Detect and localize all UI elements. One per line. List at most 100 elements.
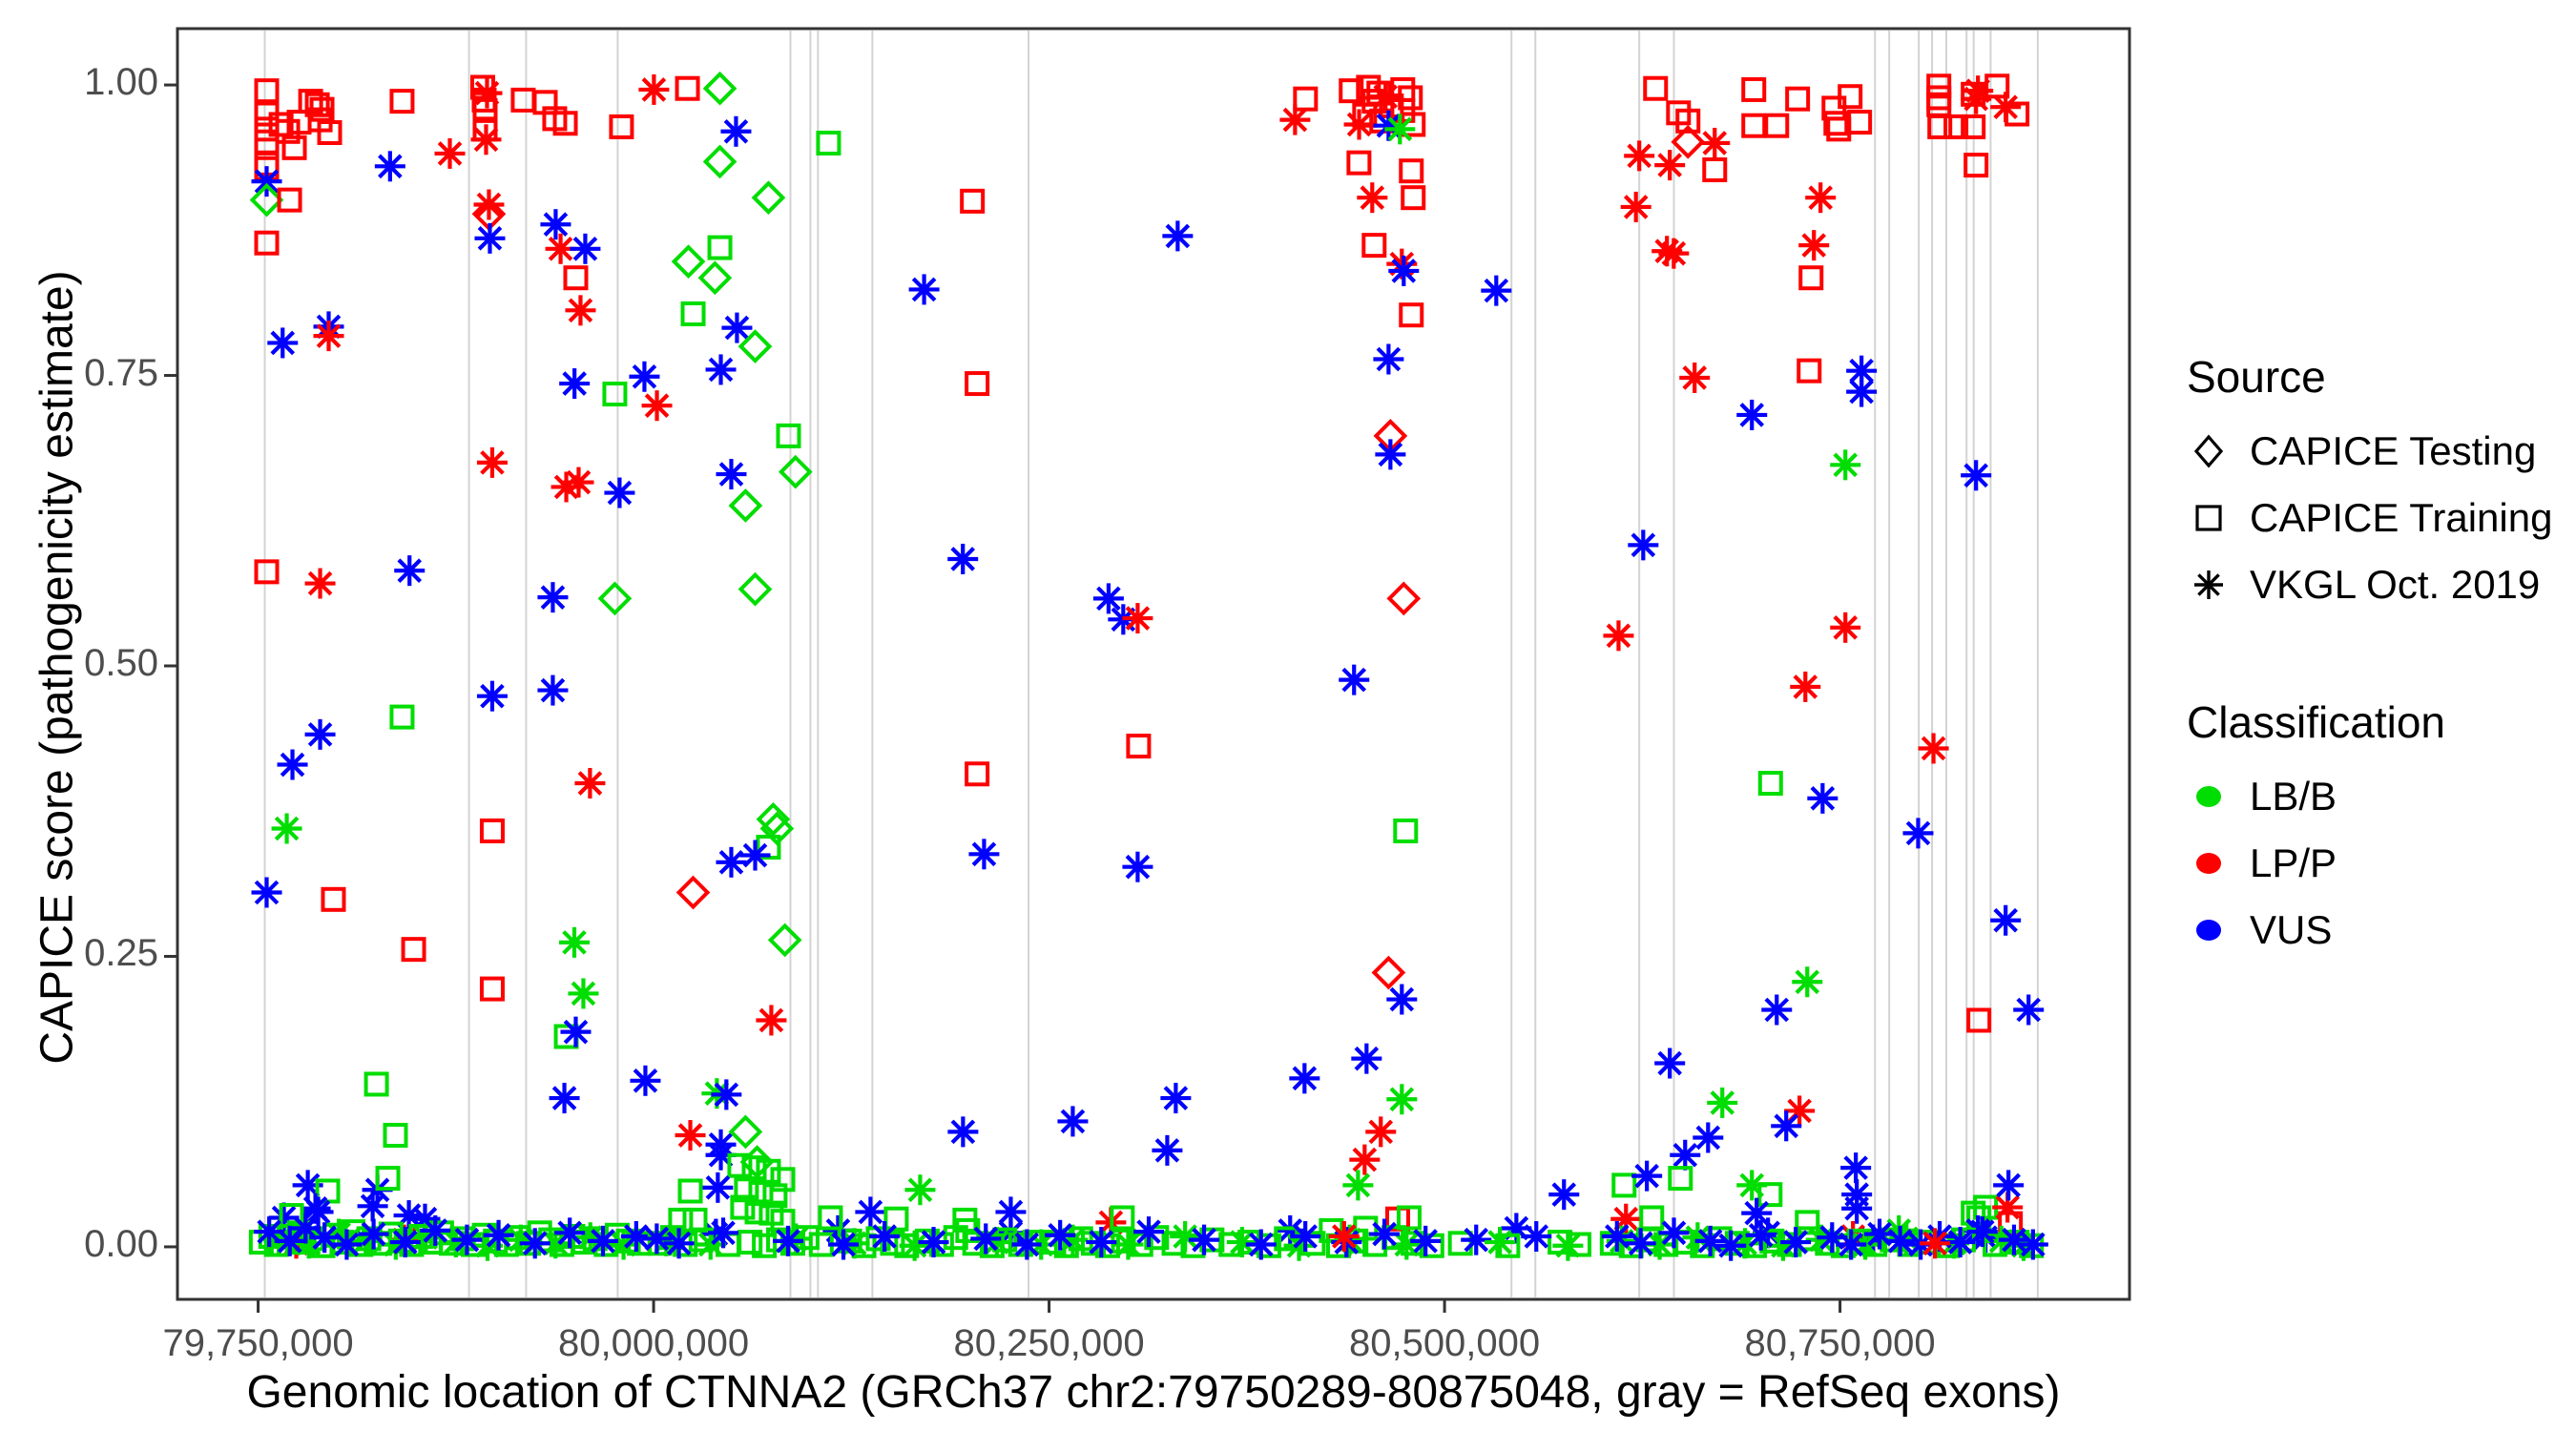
data-point-asterisk [1386,984,1418,1015]
data-point-asterisk [1658,1217,1690,1249]
data-point-asterisk [1370,81,1402,113]
data-point-square [1393,818,1419,843]
data-point-diamond [728,1114,763,1150]
data-point-square [254,230,280,256]
lpp-dot-icon [2187,841,2231,885]
data-point-asterisk [1736,1170,1768,1201]
data-point-asterisk [476,680,508,712]
data-point-diamond [751,180,786,216]
data-point-square [1838,84,1863,110]
data-point-square [321,886,346,912]
legend-item-lpp: LP/P [2187,830,2568,897]
data-point-square [943,1225,968,1251]
data-point-square [389,704,415,730]
data-point-square [1797,358,1822,384]
plot-panel-border [176,27,2131,1301]
data-point-asterisk [629,361,660,392]
data-point-square [1702,156,1728,182]
data-point-asterisk [1086,1227,1117,1258]
data-point-asterisk [1343,109,1375,140]
x-tick-label: 79,750,000 [162,1322,354,1364]
data-point-diamond [675,875,711,910]
x-tick-label: 80,000,000 [557,1322,750,1364]
vus-dot-icon [2187,908,2231,952]
data-point-asterisk [565,295,596,326]
data-point-square [756,834,781,860]
data-point-asterisk [899,1230,930,1261]
data-point-asterisk [290,1213,322,1244]
data-point-asterisk [970,1223,1002,1255]
data-point-asterisk [711,1079,742,1110]
data-point-asterisk [558,926,590,958]
data-point-diamond [249,182,284,218]
data-point-asterisk [947,543,979,574]
data-point-square [965,761,990,787]
data-point-square [682,1207,708,1233]
data-point-asterisk [304,718,336,750]
data-point-diamond [1371,955,1406,990]
data-point-asterisk [1805,182,1837,214]
data-point-square [818,1205,843,1231]
data-point-asterisk [1998,1224,2029,1255]
data-point-asterisk [604,477,635,508]
data-point-asterisk [1707,1087,1738,1118]
data-point-asterisk [1328,1220,1360,1252]
data-point-square [1785,86,1811,112]
data-point-asterisk [1624,140,1655,172]
legend-item-lbb: LB/B [2187,763,2568,830]
data-point-square [479,976,505,1002]
data-point-square [727,1152,753,1178]
data-point-asterisk [1375,439,1406,470]
data-point-asterisk [1152,1134,1183,1166]
legend-item-vus: VUS [2187,897,2568,964]
data-point-asterisk [1045,1219,1076,1251]
data-point-asterisk [434,137,466,169]
data-point-square [762,1183,788,1209]
data-point-square [776,423,801,448]
data-point-asterisk [720,115,752,147]
data-point-asterisk [1601,1220,1632,1252]
data-point-asterisk [968,839,1000,870]
data-point-asterisk [1279,104,1311,135]
data-point-asterisk [1846,376,1878,407]
data-point-asterisk [1961,460,1992,491]
data-point-asterisk [1485,1227,1516,1258]
x-tick-label: 80,250,000 [953,1322,1145,1364]
data-point-square [1396,1205,1422,1231]
data-point-asterisk [1694,1225,1726,1256]
data-point-asterisk [277,749,308,780]
data-point-asterisk [440,1227,471,1258]
data-point-square [1963,153,1989,178]
data-point-square [479,818,505,843]
data-point-asterisk [772,1225,803,1256]
data-point-square [1339,78,1364,104]
data-point-diamond [597,581,633,616]
data-point-square [1401,185,1426,211]
data-point-asterisk [1715,1230,1747,1261]
data-point-asterisk [1092,583,1124,614]
data-point-diamond [728,488,763,523]
data-point-asterisk [620,1220,652,1252]
data-point-square [364,1071,389,1097]
data-point-asterisk [1620,191,1652,222]
data-point-asterisk [1342,1170,1374,1201]
data-point-asterisk [869,1220,901,1252]
data-point-square [1943,114,1969,139]
data-point-asterisk [2017,1229,2048,1260]
data-point-asterisk [1830,612,1861,643]
data-point-square [401,937,426,963]
data-point-asterisk [716,459,747,490]
data-point-diamond [702,144,737,179]
legend-item-label: VKGL Oct. 2019 [2250,562,2541,607]
data-point-asterisk [251,166,282,197]
data-point-asterisk [476,446,508,478]
square-icon [2195,505,2222,531]
data-point-asterisk [559,368,591,400]
data-point-asterisk [908,274,940,305]
data-point-asterisk [1160,1083,1192,1114]
data-point-asterisk [1693,1122,1724,1153]
y-axis-title: CAPICE score (pathogenicity estimate) [31,270,83,1065]
y-tick-label: 0.00 [84,1222,158,1265]
data-point-asterisk [1841,1192,1873,1224]
data-point-asterisk [451,1224,483,1255]
